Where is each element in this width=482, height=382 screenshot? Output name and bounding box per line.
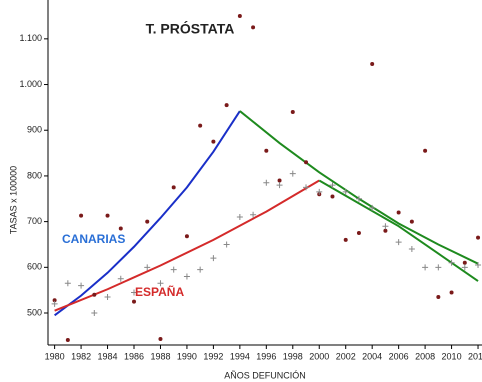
point — [408, 246, 415, 253]
y-tick-label: 700 — [27, 216, 42, 226]
point — [184, 234, 189, 239]
x-tick-label: 1998 — [283, 351, 303, 361]
trend-line — [239, 110, 479, 265]
y-tick-label: 900 — [27, 125, 42, 135]
x-tick-label: 1980 — [45, 351, 65, 361]
point — [355, 195, 362, 202]
point — [369, 204, 376, 211]
point — [329, 182, 336, 189]
point — [64, 280, 71, 287]
point — [395, 239, 402, 246]
point — [383, 228, 388, 233]
point — [423, 148, 428, 153]
point — [237, 13, 242, 18]
point — [264, 148, 269, 153]
y-tick-label: 500 — [27, 307, 42, 317]
trend-line — [318, 179, 479, 282]
x-tick-label: 1984 — [98, 351, 118, 361]
point — [289, 170, 296, 177]
point — [131, 289, 138, 296]
point — [476, 235, 481, 240]
point — [170, 266, 177, 273]
x-tick-label: 2002 — [336, 351, 356, 361]
point — [78, 282, 85, 289]
point — [276, 182, 283, 189]
series-label: ESPAÑA — [135, 284, 184, 299]
point — [448, 259, 455, 266]
trend-line — [54, 179, 320, 312]
x-tick-label: 1988 — [150, 351, 170, 361]
point — [223, 241, 230, 248]
point — [303, 184, 310, 191]
point — [144, 264, 151, 271]
point — [211, 139, 216, 144]
x-tick-label: 2012 — [468, 351, 482, 361]
x-tick-label: 2006 — [389, 351, 409, 361]
point — [462, 260, 467, 265]
point — [105, 213, 110, 218]
x-tick-label: 2008 — [415, 351, 435, 361]
point — [290, 109, 295, 114]
point — [157, 280, 164, 287]
point — [422, 264, 429, 271]
point — [65, 337, 70, 342]
point — [51, 300, 58, 307]
point — [449, 290, 454, 295]
point — [461, 264, 468, 271]
x-tick-label: 1992 — [203, 351, 223, 361]
point — [183, 273, 190, 280]
series-label: CANARIAS — [62, 232, 125, 246]
point — [104, 294, 111, 301]
x-tick-label: 2010 — [442, 351, 462, 361]
point — [52, 298, 57, 303]
point — [145, 219, 150, 224]
point — [277, 178, 282, 183]
point — [118, 226, 123, 231]
point — [435, 264, 442, 271]
point — [342, 188, 349, 195]
point — [117, 275, 124, 282]
point — [198, 123, 203, 128]
point — [343, 237, 348, 242]
x-tick-label: 2004 — [362, 351, 382, 361]
point — [250, 211, 257, 218]
point — [316, 188, 323, 195]
y-axis-label: TASAS x 100000 — [8, 166, 18, 234]
point — [436, 295, 441, 300]
point — [330, 194, 335, 199]
x-axis-label: AÑOS DEFUNCIÓN — [224, 370, 306, 380]
x-tick-label: 1994 — [230, 351, 250, 361]
point — [224, 103, 229, 108]
x-tick-label: 1986 — [124, 351, 144, 361]
x-tick-label: 2000 — [309, 351, 329, 361]
point — [210, 255, 217, 262]
point — [92, 292, 97, 297]
point — [251, 25, 256, 30]
point — [263, 179, 270, 186]
point — [79, 213, 84, 218]
point — [132, 299, 137, 304]
point — [158, 337, 163, 342]
y-tick-label: 1.100 — [19, 33, 42, 43]
point — [409, 219, 414, 224]
y-tick-label: 1.000 — [19, 79, 42, 89]
point — [475, 262, 482, 269]
point — [382, 223, 389, 230]
y-tick-label: 800 — [27, 170, 42, 180]
point — [171, 185, 176, 190]
point — [370, 61, 375, 66]
point — [304, 160, 309, 165]
point — [396, 210, 401, 215]
point — [236, 214, 243, 221]
trend-line — [54, 110, 241, 317]
y-tick-label: 600 — [27, 262, 42, 272]
x-tick-label: 1990 — [177, 351, 197, 361]
point — [356, 231, 361, 236]
point — [91, 310, 98, 317]
point — [197, 266, 204, 273]
x-tick-label: 1996 — [256, 351, 276, 361]
chart-title: T. PRÓSTATA — [146, 20, 235, 37]
x-tick-label: 1982 — [71, 351, 91, 361]
